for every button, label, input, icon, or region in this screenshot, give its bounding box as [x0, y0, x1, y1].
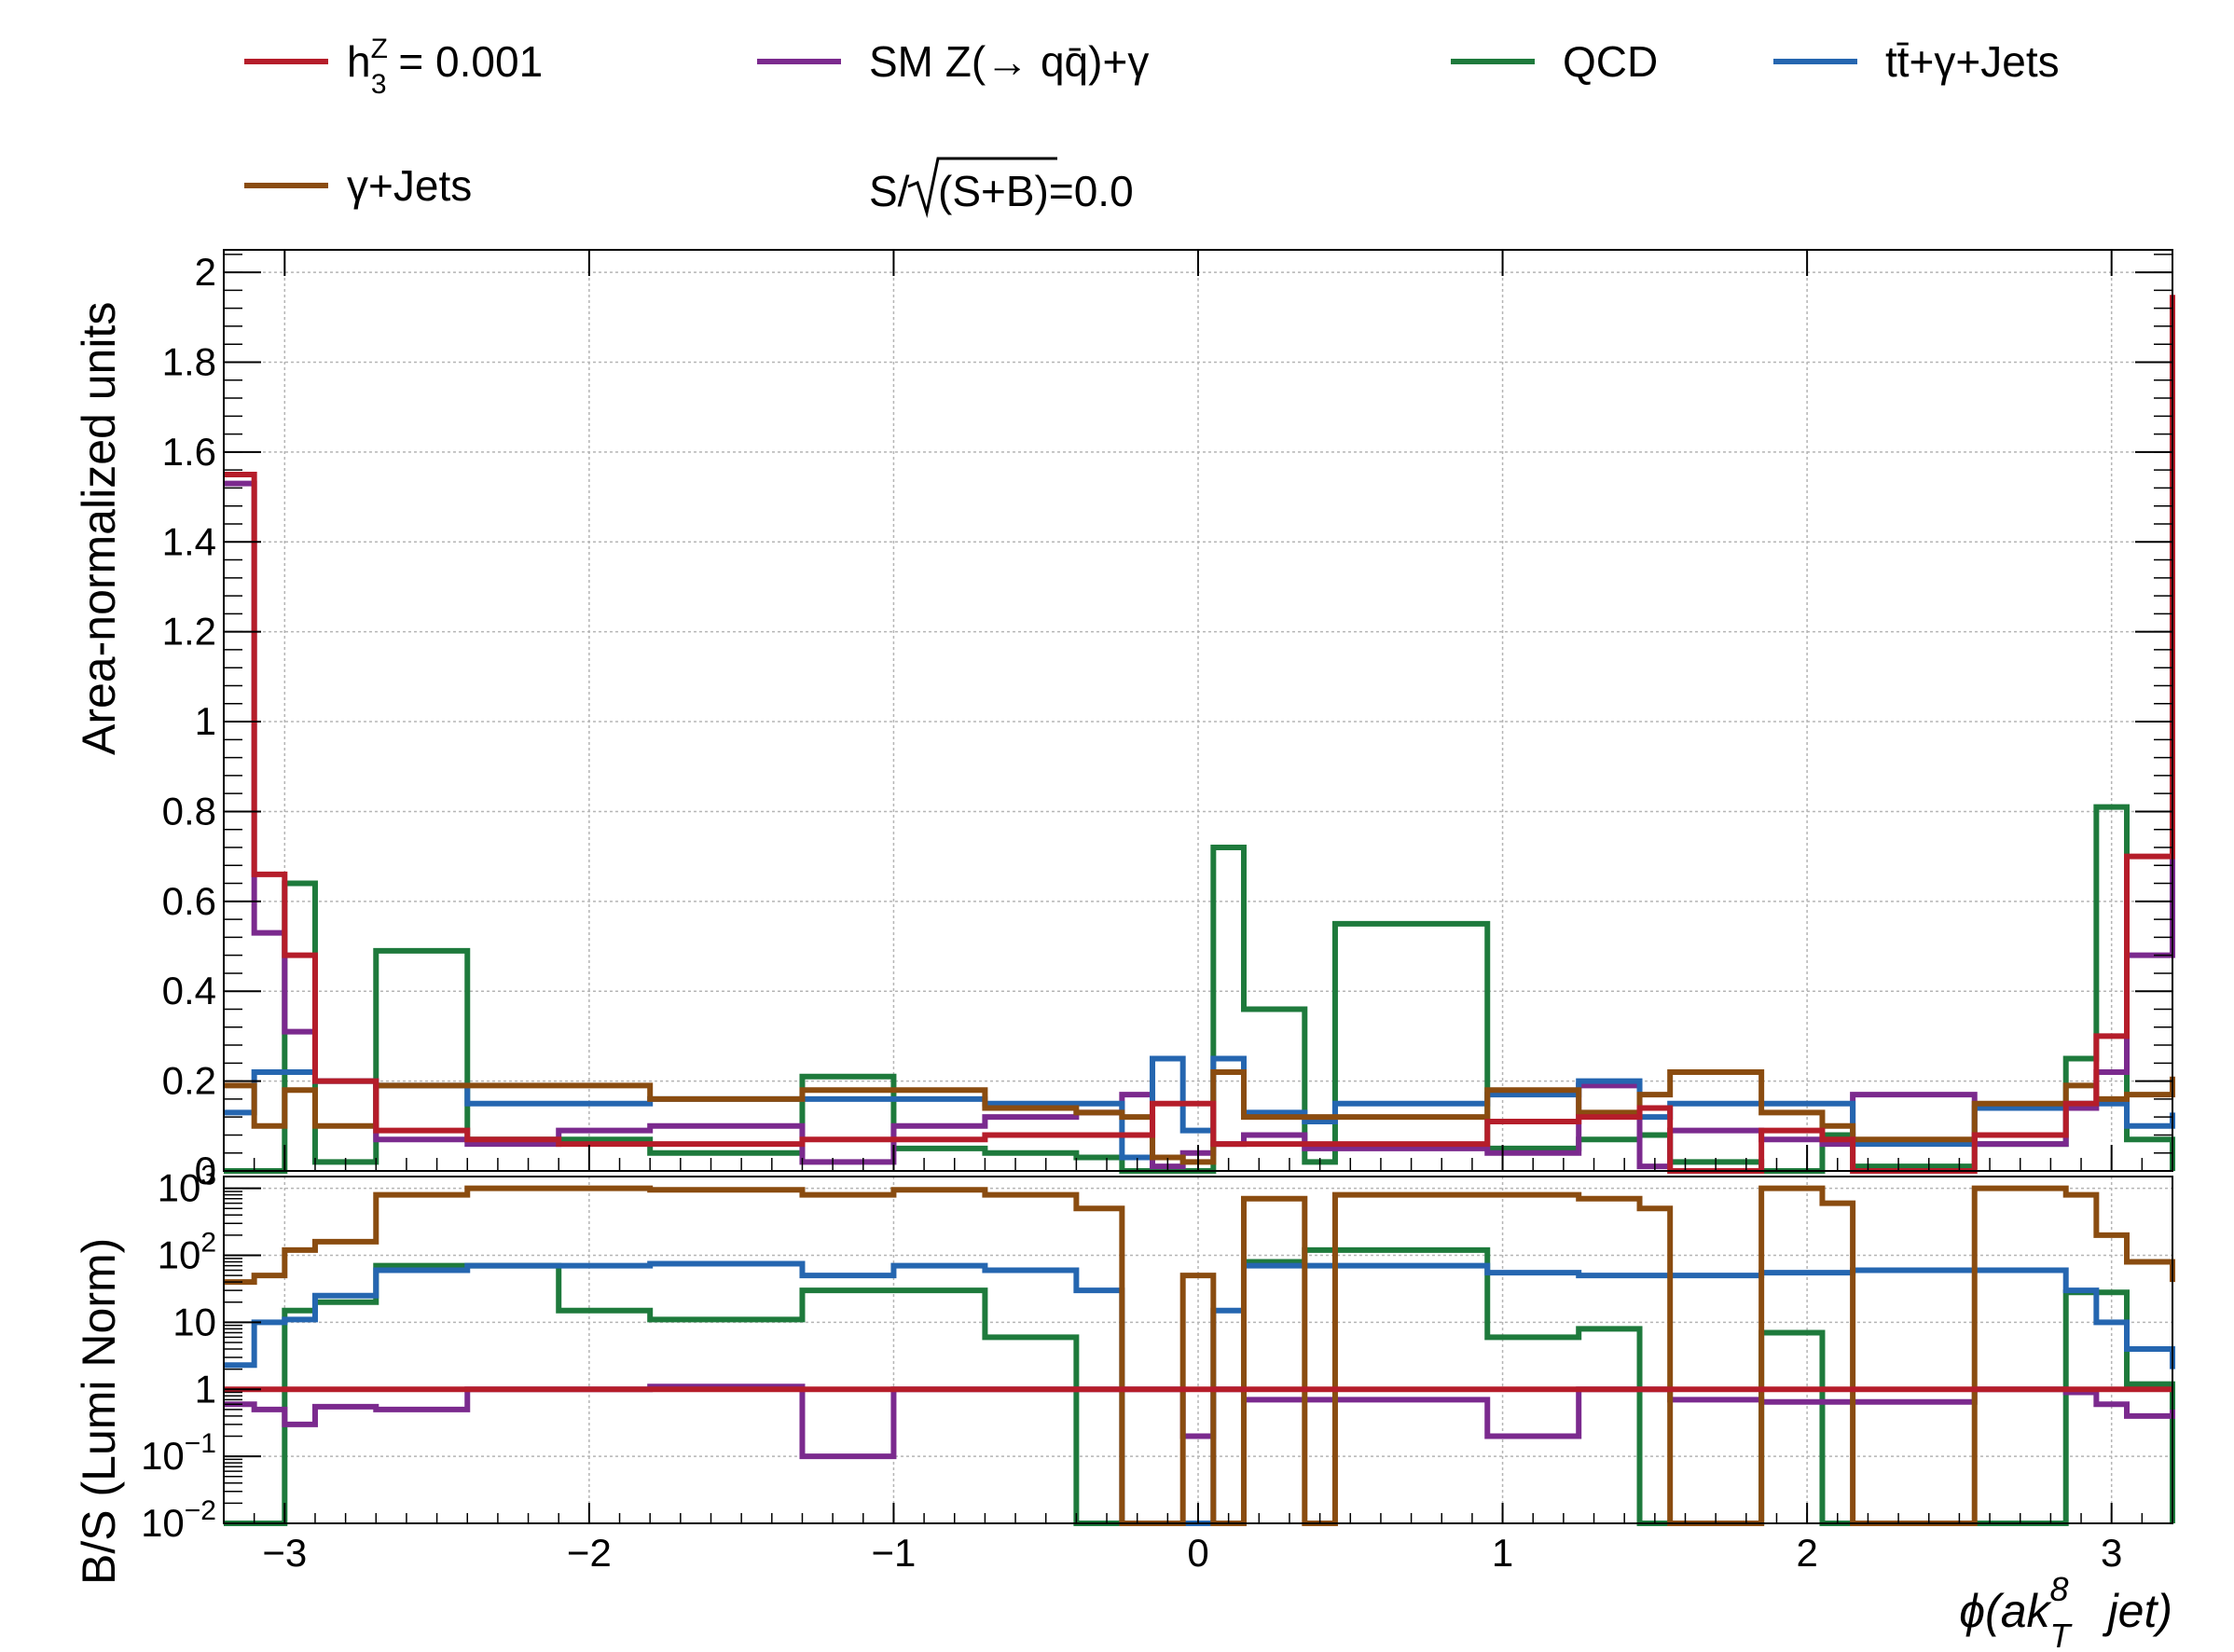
bottom-y-tick-label: 10 [172, 1300, 216, 1343]
sqrt-sign [907, 157, 1057, 218]
bottom-y-axis-title: B/S (Lumi Norm) [73, 1238, 125, 1585]
top-y-tick-label: 1.6 [162, 430, 216, 474]
top-series-ttg [224, 1055, 2175, 1161]
legend-label-h3z: hZ 3 = 0.001 [347, 34, 543, 100]
top-y-tick-label: 0 [195, 1149, 216, 1192]
top-y-tick-label: 0.8 [162, 789, 216, 833]
top-y-tick-label: 0.6 [162, 879, 216, 923]
bottom-y-tick-label: 102 [158, 1228, 216, 1277]
x-tick-label: −3 [262, 1531, 307, 1575]
significance-radicand: (S+B)=0.0 [938, 167, 1134, 215]
bottom-y-tick-label: 1 [195, 1367, 216, 1411]
significance-label: S/ (S+B)=0.0 [869, 157, 1134, 218]
legend-label-qcd: QCD [1563, 37, 1658, 86]
x-tick-label: −1 [871, 1531, 916, 1575]
top-panel: 0 0.2 0.4 0.6 0.8 1 1.2 1.4 1.6 1.8 2 Area-normali… [73, 249, 2175, 1192]
top-series [224, 295, 2175, 1174]
bottom-y-tick-label: 10−1 [141, 1428, 216, 1478]
bottom-ticks: 10−2 10−1 1 10 102 103 [141, 1161, 2173, 1545]
top-y-tick-label: 0.2 [162, 1059, 216, 1103]
top-y-tick-label: 1.8 [162, 339, 216, 383]
legend: hZ 3 = 0.001 SM Z(→ qq̄)+γ QCD tt̄+γ+Jets… [244, 34, 2060, 218]
top-y-tick-label: 1.4 [162, 519, 216, 563]
x-tick-labels: −3 −2 −1 0 1 2 3 [262, 1531, 2122, 1575]
x-tick-label: 0 [1187, 1531, 1208, 1575]
top-y-tick-label: 1 [195, 699, 216, 743]
top-ticks: 0 0.2 0.4 0.6 0.8 1 1.2 1.4 1.6 1.8 2 [162, 250, 2173, 1192]
top-y-tick-label: 0.4 [162, 969, 216, 1012]
x-tick-label: 2 [1796, 1531, 1817, 1575]
legend-label-ttg: tt̄+γ+Jets [1885, 37, 2060, 86]
top-grid [224, 250, 2172, 1171]
top-y-axis-title: Area-normalized units [73, 302, 125, 755]
x-tick-label: −2 [567, 1531, 612, 1575]
x-tick-label: 1 [1492, 1531, 1513, 1575]
bottom-grid [224, 1177, 2172, 1523]
top-series-gj [224, 1068, 2175, 1165]
bottom-y-tick-label: 103 [158, 1161, 216, 1210]
significance-prefix: S/ [869, 167, 910, 215]
x-tick-label: 3 [2101, 1531, 2122, 1575]
top-y-tick-label: 1.2 [162, 610, 216, 654]
legend-label-sm: SM Z(→ qq̄)+γ [869, 37, 1149, 86]
bottom-y-tick-label: 10−2 [141, 1495, 216, 1545]
top-series-h3z [224, 295, 2175, 1174]
top-y-tick-label: 2 [195, 250, 216, 294]
legend-label-gj: γ+Jets [347, 161, 472, 210]
